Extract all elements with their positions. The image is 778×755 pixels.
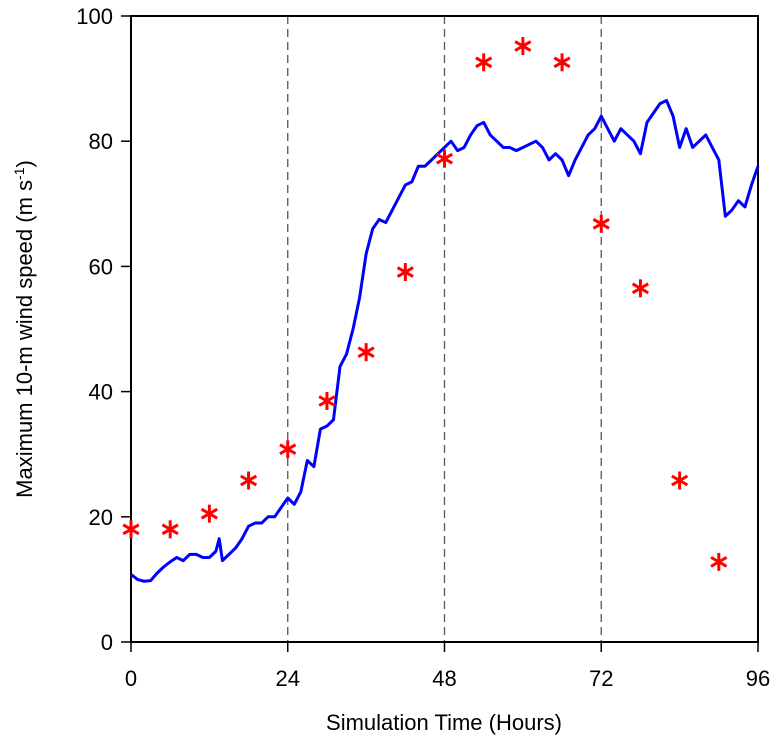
star-marker — [240, 471, 258, 490]
star-stroke — [396, 266, 414, 278]
y-tick-label: 80 — [89, 129, 113, 154]
wind-line — [130, 99, 760, 583]
y-axis-label: Maximum 10-m wind speed (m s-1) — [11, 160, 37, 498]
y-tick-label: 100 — [76, 4, 113, 29]
y-axis-label-tail: ) — [12, 160, 37, 167]
star-marker — [631, 279, 649, 298]
y-tick-label: 60 — [89, 254, 113, 279]
star-marker — [553, 53, 571, 72]
plot-frame — [130, 15, 759, 643]
x-tick-label: 24 — [276, 666, 300, 691]
star-stroke — [318, 395, 336, 407]
star-stroke — [200, 507, 218, 520]
star-stroke — [553, 56, 571, 69]
star-stroke — [475, 56, 493, 69]
star-marker — [318, 391, 336, 410]
x-axis-label: Simulation Time (Hours) — [326, 710, 562, 735]
star-stroke — [279, 443, 297, 455]
x-tick-label: 48 — [432, 666, 456, 691]
y-axis-label-sup: -1 — [11, 167, 27, 180]
y-axis-label-text: Maximum 10-m wind speed (m s — [12, 180, 37, 498]
star-marker — [710, 552, 728, 571]
x-tick-label: 0 — [125, 666, 137, 691]
star-marker — [161, 520, 179, 539]
star-marker — [357, 343, 375, 362]
star-stroke — [631, 282, 649, 295]
x-tick-label: 96 — [746, 666, 770, 691]
star-stroke — [240, 474, 258, 487]
star-stroke — [710, 556, 728, 568]
star-stroke — [592, 218, 610, 230]
star-marker — [396, 263, 414, 282]
y-tick-label: 0 — [101, 630, 113, 655]
star-marker — [122, 520, 140, 539]
y-tick-label: 40 — [89, 380, 113, 405]
star-marker — [279, 440, 297, 459]
star-stroke — [122, 523, 140, 536]
star-marker — [435, 149, 454, 168]
star-stroke — [514, 40, 532, 52]
x-tick-label: 72 — [589, 666, 613, 691]
star-stroke — [161, 523, 179, 536]
star-marker — [514, 37, 532, 56]
star-stroke — [435, 152, 454, 165]
y-tick-label: 20 — [89, 505, 113, 530]
star-stroke — [357, 346, 375, 358]
star-stroke — [671, 474, 689, 487]
star-marker — [592, 214, 610, 233]
star-marker — [671, 471, 689, 490]
star-marker — [475, 53, 493, 72]
star-marker — [200, 504, 218, 523]
